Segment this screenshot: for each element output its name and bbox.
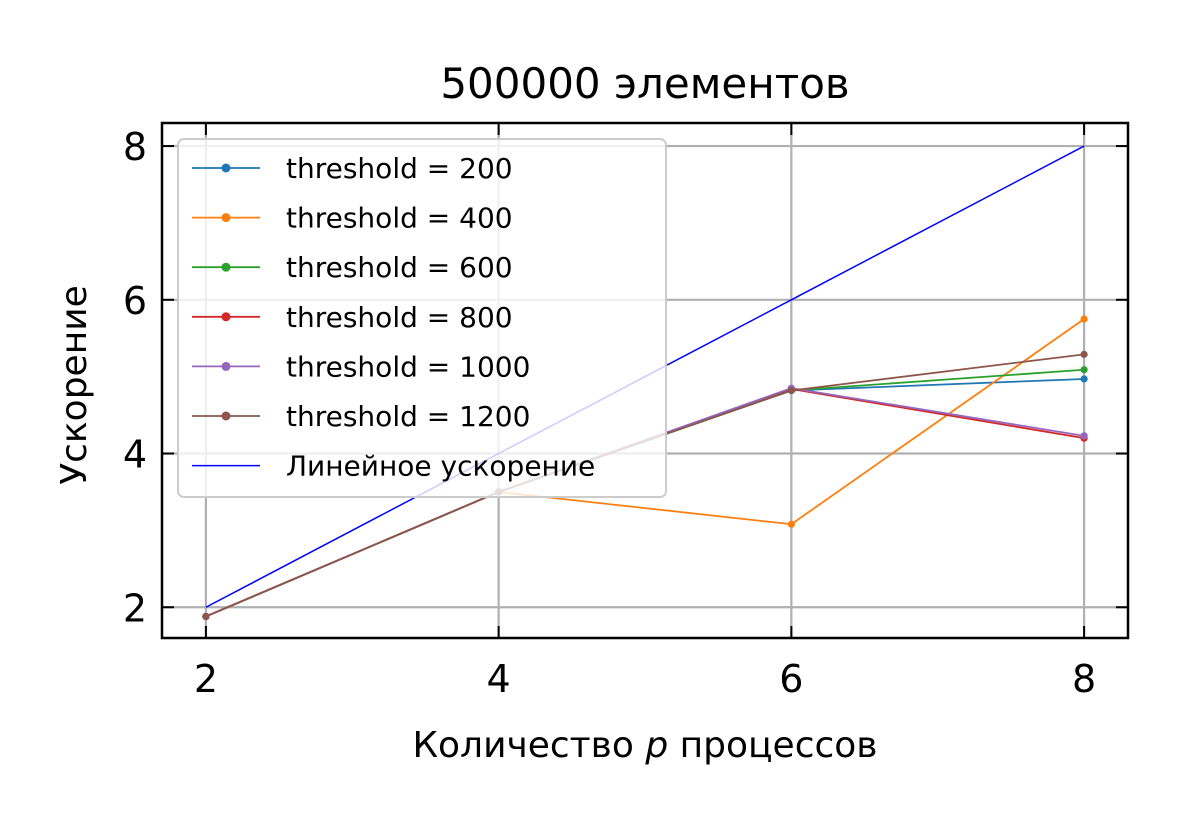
x-tick-label: 6 xyxy=(779,657,803,701)
data-point xyxy=(1080,315,1088,323)
chart-title: 500000 элементов xyxy=(440,59,849,108)
legend-swatch-marker xyxy=(221,262,231,272)
x-axis-label-variable: p xyxy=(644,725,668,766)
legend-entry-label: Линейное ускорение xyxy=(286,450,595,483)
x-axis-label-prefix: Количество xyxy=(412,725,645,766)
y-tick-label: 6 xyxy=(123,279,147,323)
x-tick-label: 2 xyxy=(194,657,218,701)
legend-swatch-marker xyxy=(221,213,231,223)
data-point xyxy=(1080,432,1088,440)
x-axis-label: Количество p процессов xyxy=(412,725,877,766)
legend-entry-label: threshold = 1200 xyxy=(286,400,530,433)
y-axis-label: Ускорение xyxy=(54,285,95,485)
legend-entry-label: threshold = 400 xyxy=(286,202,513,235)
data-point xyxy=(1080,366,1088,374)
data-point xyxy=(1080,375,1088,383)
legend: threshold = 200 threshold = 400 threshold … xyxy=(177,138,667,498)
legend-entry-label: threshold = 800 xyxy=(286,301,513,334)
plot-frame xyxy=(160,121,1130,640)
legend-entry-label: threshold = 600 xyxy=(286,251,513,284)
data-point xyxy=(787,520,795,528)
x-tick-label: 4 xyxy=(487,657,511,701)
axis-ticks: 2 4 6 8 2 4 6 8 xyxy=(123,123,1128,701)
legend-swatch-marker xyxy=(221,361,231,371)
legend-box xyxy=(177,138,667,498)
y-tick-label: 4 xyxy=(123,433,147,477)
data-point xyxy=(787,386,795,395)
x-axis-label-suffix: процессов xyxy=(668,725,877,766)
x-tick-label: 8 xyxy=(1072,657,1096,701)
legend-swatch-marker xyxy=(221,163,231,173)
data-point xyxy=(1080,350,1088,358)
data-point xyxy=(202,612,210,621)
legend-swatch-marker xyxy=(221,312,231,322)
legend-entry-label: threshold = 200 xyxy=(286,152,513,185)
legend-entry-label: threshold = 1000 xyxy=(286,350,530,383)
y-tick-label: 2 xyxy=(123,586,147,630)
legend-swatch-marker xyxy=(221,411,231,421)
y-tick-label: 8 xyxy=(123,125,147,169)
